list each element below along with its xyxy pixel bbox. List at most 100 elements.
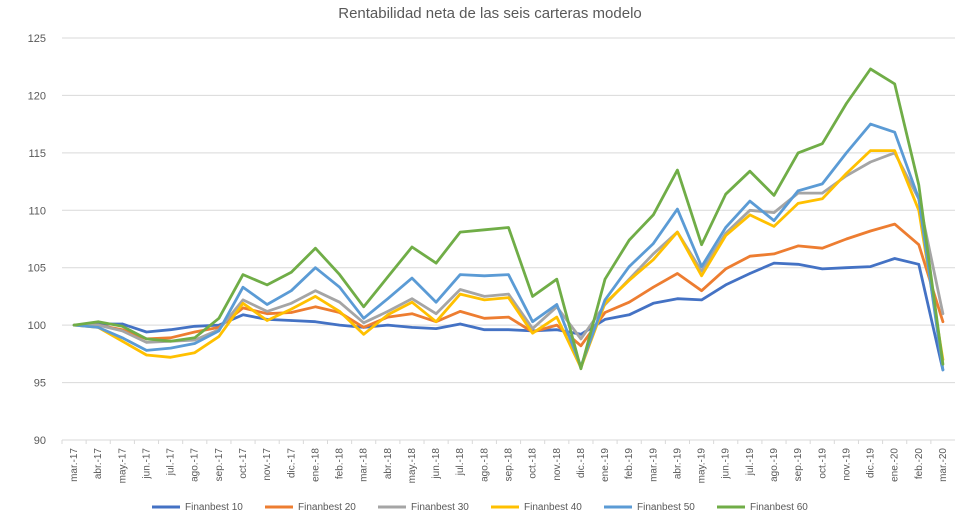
data-point <box>652 213 655 217</box>
x-tick-label: oct.-17 <box>238 448 249 479</box>
data-point <box>941 320 945 323</box>
data-point <box>845 237 848 241</box>
data-point <box>483 328 486 331</box>
data-point <box>603 298 607 302</box>
legend-item: Finanbest 10 <box>152 502 243 513</box>
data-point <box>772 252 776 256</box>
data-point <box>386 323 390 327</box>
data-point <box>434 300 438 304</box>
data-point <box>917 263 920 266</box>
x-tick-label: dic.-17 <box>286 448 297 478</box>
data-point <box>121 336 124 339</box>
data-point <box>821 267 824 271</box>
data-point <box>821 182 824 186</box>
data-point <box>821 246 824 250</box>
legend-item: Finanbest 50 <box>604 502 695 513</box>
data-point <box>772 261 776 265</box>
data-point <box>724 234 727 237</box>
data-point <box>434 261 438 265</box>
data-point <box>893 257 896 260</box>
data-point <box>145 349 148 352</box>
data-point <box>121 325 124 328</box>
data-point <box>555 303 558 306</box>
legend-item: Finanbest 40 <box>491 502 582 513</box>
data-point <box>555 323 558 327</box>
data-point <box>627 313 631 317</box>
series-line-finanbest-60 <box>72 67 945 371</box>
x-tick-label: sep.-18 <box>504 448 515 482</box>
legend-label: Finanbest 20 <box>298 502 356 513</box>
data-point <box>97 320 100 323</box>
data-point <box>193 338 196 342</box>
data-point <box>700 269 703 273</box>
data-point <box>362 317 365 320</box>
x-tick-label: sep.-17 <box>214 448 225 482</box>
legend-item: Finanbest 60 <box>717 502 808 513</box>
y-tick-label: 110 <box>28 205 46 217</box>
data-point <box>169 340 172 343</box>
data-point <box>917 183 920 187</box>
data-point <box>555 278 558 281</box>
x-tick-label: nov.-19 <box>841 448 852 481</box>
data-point <box>410 276 414 280</box>
data-point <box>724 193 727 196</box>
x-tick-label: abr.-18 <box>383 448 394 480</box>
data-point <box>241 273 245 276</box>
data-point <box>145 337 148 341</box>
data-point <box>241 286 245 289</box>
y-axis-ticks: 90 95 100 105 110 115 120 125 <box>28 33 46 447</box>
data-point <box>410 297 414 300</box>
data-point <box>748 199 752 203</box>
x-tick-label: may.-19 <box>697 448 708 484</box>
data-point <box>434 320 438 323</box>
x-tick-label: mar.-20 <box>938 448 949 482</box>
data-point <box>483 317 486 320</box>
data-point <box>796 202 800 205</box>
data-point <box>845 266 848 269</box>
data-point <box>869 67 872 71</box>
data-point <box>724 226 727 229</box>
data-point <box>796 263 800 266</box>
data-point <box>627 238 631 242</box>
data-point <box>676 207 679 211</box>
x-tick-label: ago.-17 <box>190 448 201 482</box>
data-point <box>265 303 269 306</box>
x-tick-label: jul.-18 <box>455 448 466 477</box>
data-point <box>627 265 631 268</box>
x-tick-label: jun.-17 <box>141 448 152 480</box>
data-point <box>434 327 438 330</box>
y-tick-label: 100 <box>28 320 46 332</box>
data-point <box>507 273 510 276</box>
x-tick-label: jul.-17 <box>166 448 177 477</box>
y-tick-label: 115 <box>28 148 46 160</box>
data-point <box>193 342 196 345</box>
data-point <box>217 317 221 320</box>
data-point <box>169 346 172 350</box>
data-point <box>531 320 534 323</box>
data-point <box>869 229 872 233</box>
data-point <box>265 310 269 313</box>
x-tick-label: ene.-18 <box>310 448 321 482</box>
data-point <box>652 242 655 245</box>
data-point <box>169 336 172 339</box>
data-point <box>507 226 510 229</box>
data-point <box>290 271 293 274</box>
data-point <box>193 325 196 328</box>
data-point <box>290 319 293 322</box>
y-tick-label: 120 <box>28 90 46 102</box>
data-point <box>941 368 945 372</box>
data-point <box>555 328 558 331</box>
data-point <box>893 222 896 226</box>
data-point <box>579 337 583 341</box>
data-point <box>652 286 655 289</box>
data-point <box>652 302 655 305</box>
data-point <box>193 351 196 354</box>
series-lines <box>72 67 945 372</box>
series-line-finanbest-20 <box>72 222 945 348</box>
data-point <box>169 328 172 331</box>
data-point <box>410 300 414 304</box>
legend-label: Finanbest 40 <box>524 502 582 513</box>
data-point <box>483 228 486 232</box>
data-point <box>217 329 221 333</box>
y-tick-label: 95 <box>34 378 46 390</box>
